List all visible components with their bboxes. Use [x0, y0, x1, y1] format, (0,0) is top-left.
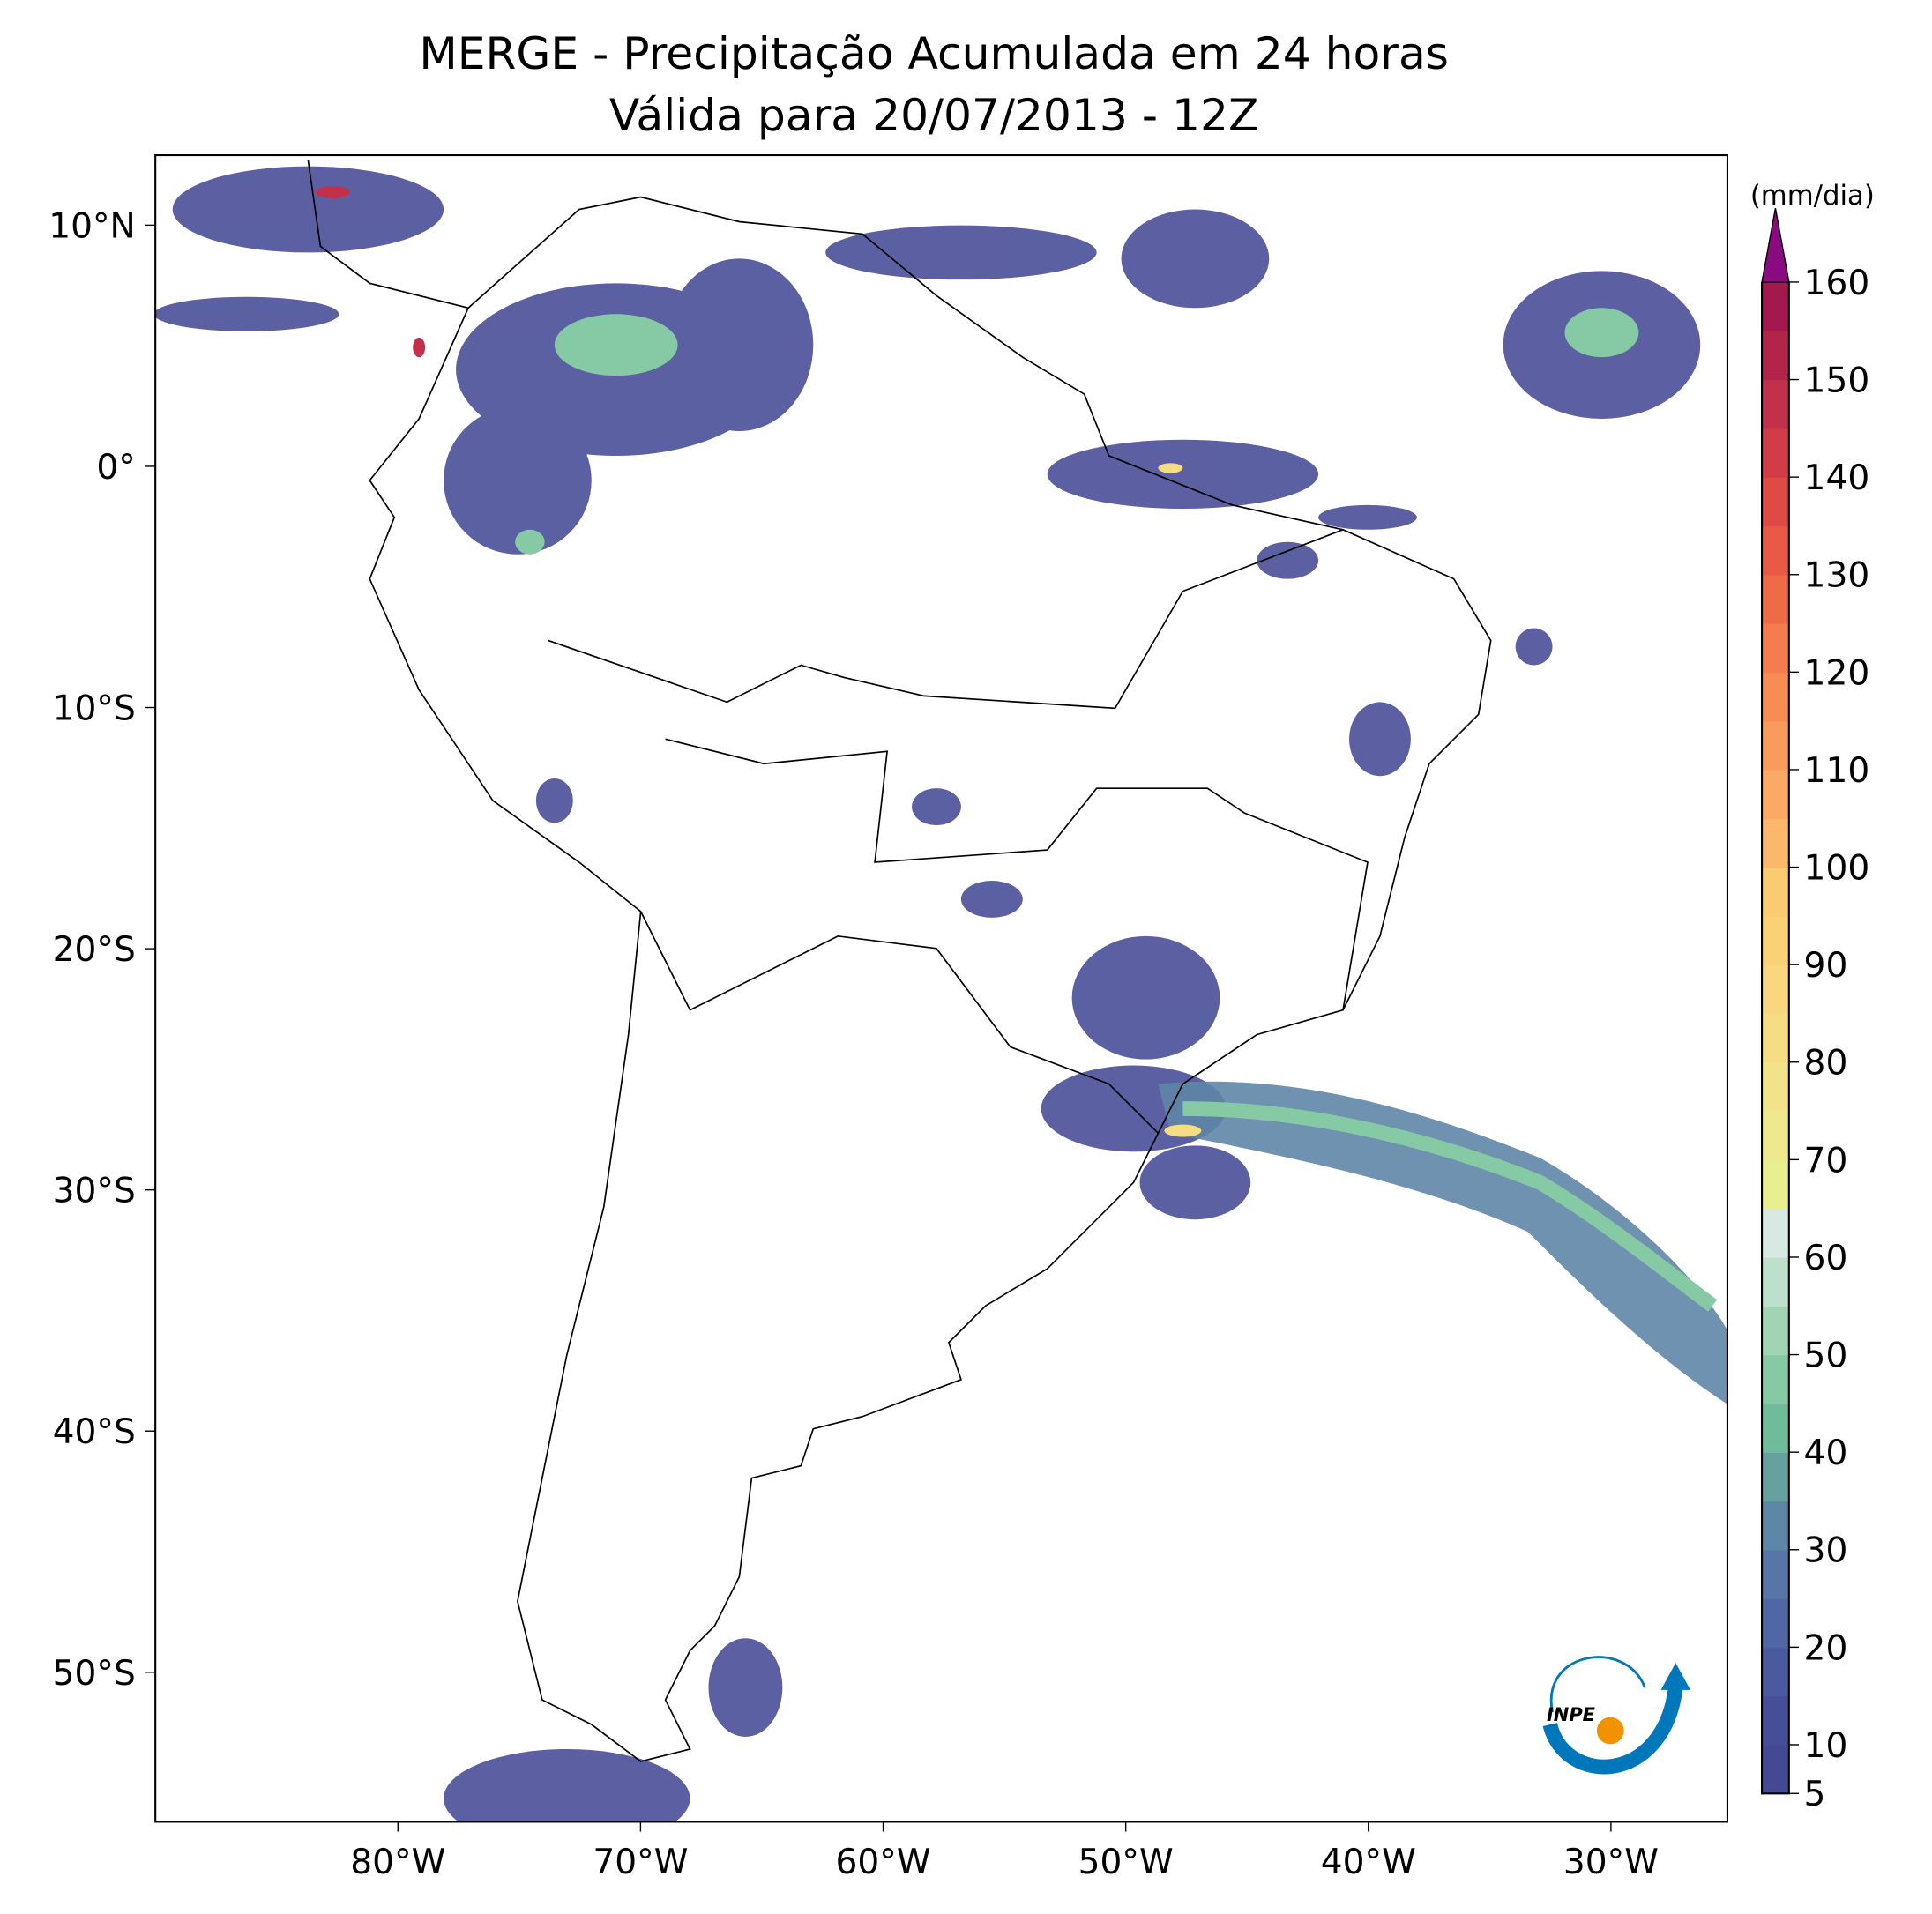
colorbar-band: [1762, 331, 1789, 381]
y-tick-label: 30°S: [53, 1172, 136, 1211]
colorbar-tick-label: 30: [1804, 1531, 1848, 1571]
logo-text: INPE: [1547, 1704, 1596, 1725]
colorbar-band: [1762, 1647, 1789, 1697]
colorbar-tick-label: 60: [1804, 1239, 1848, 1278]
colorbar-band: [1762, 1501, 1789, 1551]
colorbar-tick-label: 40: [1804, 1434, 1848, 1473]
colorbar-band: [1762, 574, 1789, 624]
colorbar-band: [1762, 477, 1789, 527]
y-tick-label: 0°: [96, 448, 135, 488]
colorbar-tick-label: 90: [1804, 946, 1848, 986]
colorbar-band: [1762, 1111, 1789, 1161]
x-tick-label: 70°W: [593, 1843, 688, 1882]
colorbar-band: [1762, 1452, 1789, 1502]
colorbar-tick-label: 70: [1804, 1141, 1848, 1180]
colorbar-band: [1762, 818, 1789, 868]
colorbar-label: (mm/dia): [1750, 180, 1875, 212]
colorbar-frame: [1761, 281, 1790, 1795]
colorbar-band: [1762, 379, 1789, 429]
colorbar-tick-label: 10: [1804, 1726, 1848, 1766]
colorbar-band: [1762, 1598, 1789, 1649]
colorbar-band: [1762, 867, 1789, 917]
colorbar-band: [1762, 1403, 1789, 1453]
colorbar-band: [1762, 1061, 1789, 1112]
colorbar-band: [1762, 1306, 1789, 1356]
y-tick-label: 10°S: [53, 689, 136, 728]
colorbar-tick-label: 150: [1804, 361, 1870, 401]
colorbar-tick-label: 50: [1804, 1337, 1848, 1376]
colorbar-tick-label: 100: [1804, 849, 1870, 889]
x-tick-label: 60°W: [836, 1843, 931, 1882]
y-tick-label: 50°S: [53, 1654, 136, 1694]
y-tick-label: 40°S: [53, 1412, 136, 1452]
colorbar-band: [1762, 915, 1789, 965]
coastline: [307, 160, 1492, 1762]
colorbar-band: [1762, 769, 1789, 819]
colorbar-band: [1762, 720, 1789, 771]
map-frame: [154, 153, 1728, 1823]
colorbar-band: [1762, 672, 1789, 722]
colorbar-band: [1762, 1208, 1789, 1258]
colorbar-band: [1762, 428, 1789, 478]
inpe-logo: INPE: [1542, 1656, 1691, 1775]
colorbar-band: [1762, 964, 1789, 1015]
precipitation-field: [155, 166, 1727, 1822]
title: MERGE - Precipitação Acumulada em 24 hor…: [419, 27, 1449, 79]
colorbar-tick-label: 5: [1804, 1775, 1826, 1814]
colorbar-band: [1762, 1256, 1789, 1307]
colorbar-band: [1762, 1549, 1789, 1599]
colorbar-tick-label: 80: [1804, 1044, 1848, 1084]
x-tick-label: 30°W: [1563, 1843, 1659, 1882]
colorbar-band: [1762, 1354, 1789, 1404]
colorbar-tick-label: 130: [1804, 556, 1870, 596]
colorbar-band: [1762, 1013, 1789, 1063]
subtitle: Válida para 20/07/2013 - 12Z: [609, 89, 1259, 141]
y-tick-label: 20°S: [53, 930, 136, 970]
colorbar-tick-label: 120: [1804, 653, 1870, 693]
colorbar-tick-label: 20: [1804, 1628, 1848, 1668]
x-tick-label: 50°W: [1078, 1843, 1174, 1882]
colorbar-tick-label: 160: [1804, 264, 1870, 303]
colorbar-band: [1762, 1744, 1789, 1794]
x-tick-label: 80°W: [350, 1843, 445, 1882]
colorbar-band: [1762, 623, 1789, 674]
colorbar-band: [1762, 281, 1789, 331]
colorbar-extend: [1761, 207, 1790, 283]
colorbar-band: [1762, 1159, 1789, 1210]
colorbar-tick-label: 110: [1804, 751, 1870, 791]
x-tick-label: 40°W: [1321, 1843, 1416, 1882]
colorbar-band: [1762, 525, 1789, 576]
colorbar-tick-label: 140: [1804, 458, 1870, 498]
colorbar-band: [1762, 1695, 1789, 1746]
y-tick-label: 10°N: [48, 206, 136, 246]
